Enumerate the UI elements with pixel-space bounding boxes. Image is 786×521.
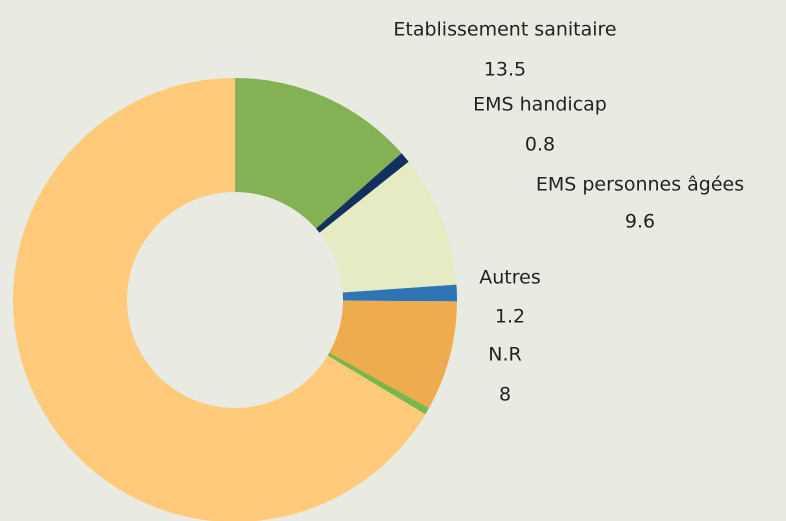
donut-slice — [235, 78, 402, 229]
donut-slice — [329, 300, 457, 409]
slice-label: Autres — [479, 267, 540, 289]
slice-value-label: 1.2 — [495, 306, 525, 328]
slice-label: Etablissement sanitaire — [393, 19, 616, 41]
donut-slice — [319, 161, 457, 293]
slice-label: EMS personnes âgées — [536, 174, 744, 196]
donut-slice — [13, 78, 426, 521]
donut-slice — [342, 284, 457, 302]
slice-label: EMS handicap — [473, 94, 607, 116]
slice-label: N.R — [488, 344, 521, 366]
donut-slice — [316, 153, 409, 233]
donut-slice — [327, 352, 429, 415]
slice-value-label: 9.6 — [625, 211, 655, 233]
slice-value-label: 8 — [499, 384, 511, 406]
slice-value-label: 0.8 — [525, 134, 555, 156]
slice-value-label: 13.5 — [484, 59, 526, 81]
